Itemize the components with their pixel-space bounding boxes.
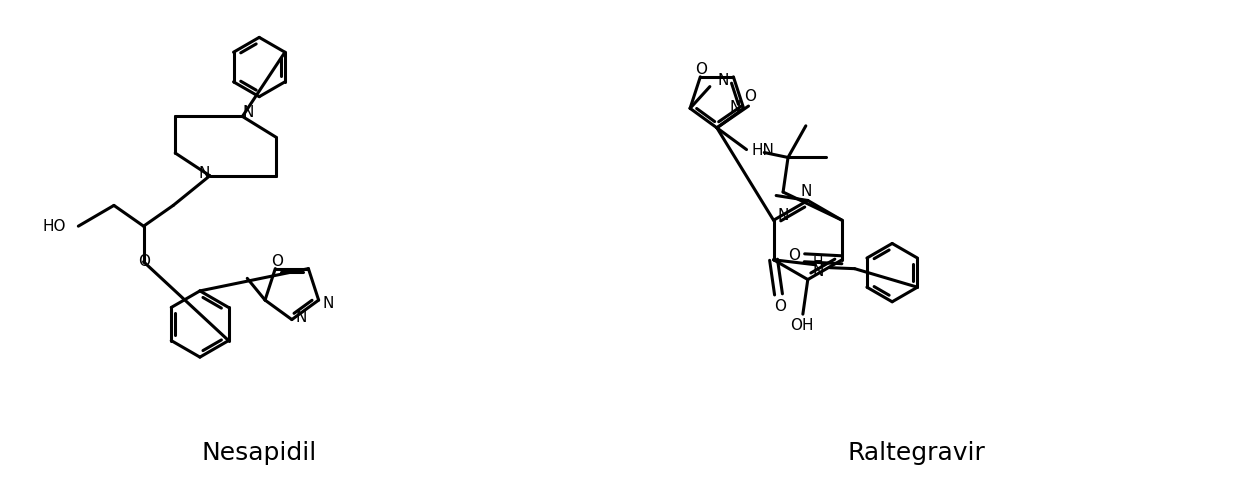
- Text: Nesapidil: Nesapidil: [202, 441, 317, 465]
- Text: N: N: [729, 100, 740, 115]
- Text: N: N: [198, 166, 210, 181]
- Text: N: N: [800, 184, 811, 199]
- Text: HN: HN: [751, 143, 774, 158]
- Text: O: O: [272, 254, 283, 269]
- Text: O: O: [696, 62, 707, 77]
- Text: N: N: [777, 208, 789, 223]
- Text: H: H: [813, 255, 823, 269]
- Text: Raltegravir: Raltegravir: [848, 441, 986, 465]
- Text: N: N: [812, 264, 823, 279]
- Text: O: O: [789, 248, 801, 264]
- Text: HO: HO: [43, 219, 67, 234]
- Text: O: O: [139, 254, 150, 269]
- Text: O: O: [744, 89, 756, 104]
- Text: OH: OH: [790, 319, 813, 334]
- Text: N: N: [295, 310, 306, 325]
- Text: N: N: [718, 73, 729, 88]
- Text: N: N: [322, 296, 335, 311]
- Text: N: N: [243, 105, 254, 120]
- Text: O: O: [775, 299, 786, 314]
